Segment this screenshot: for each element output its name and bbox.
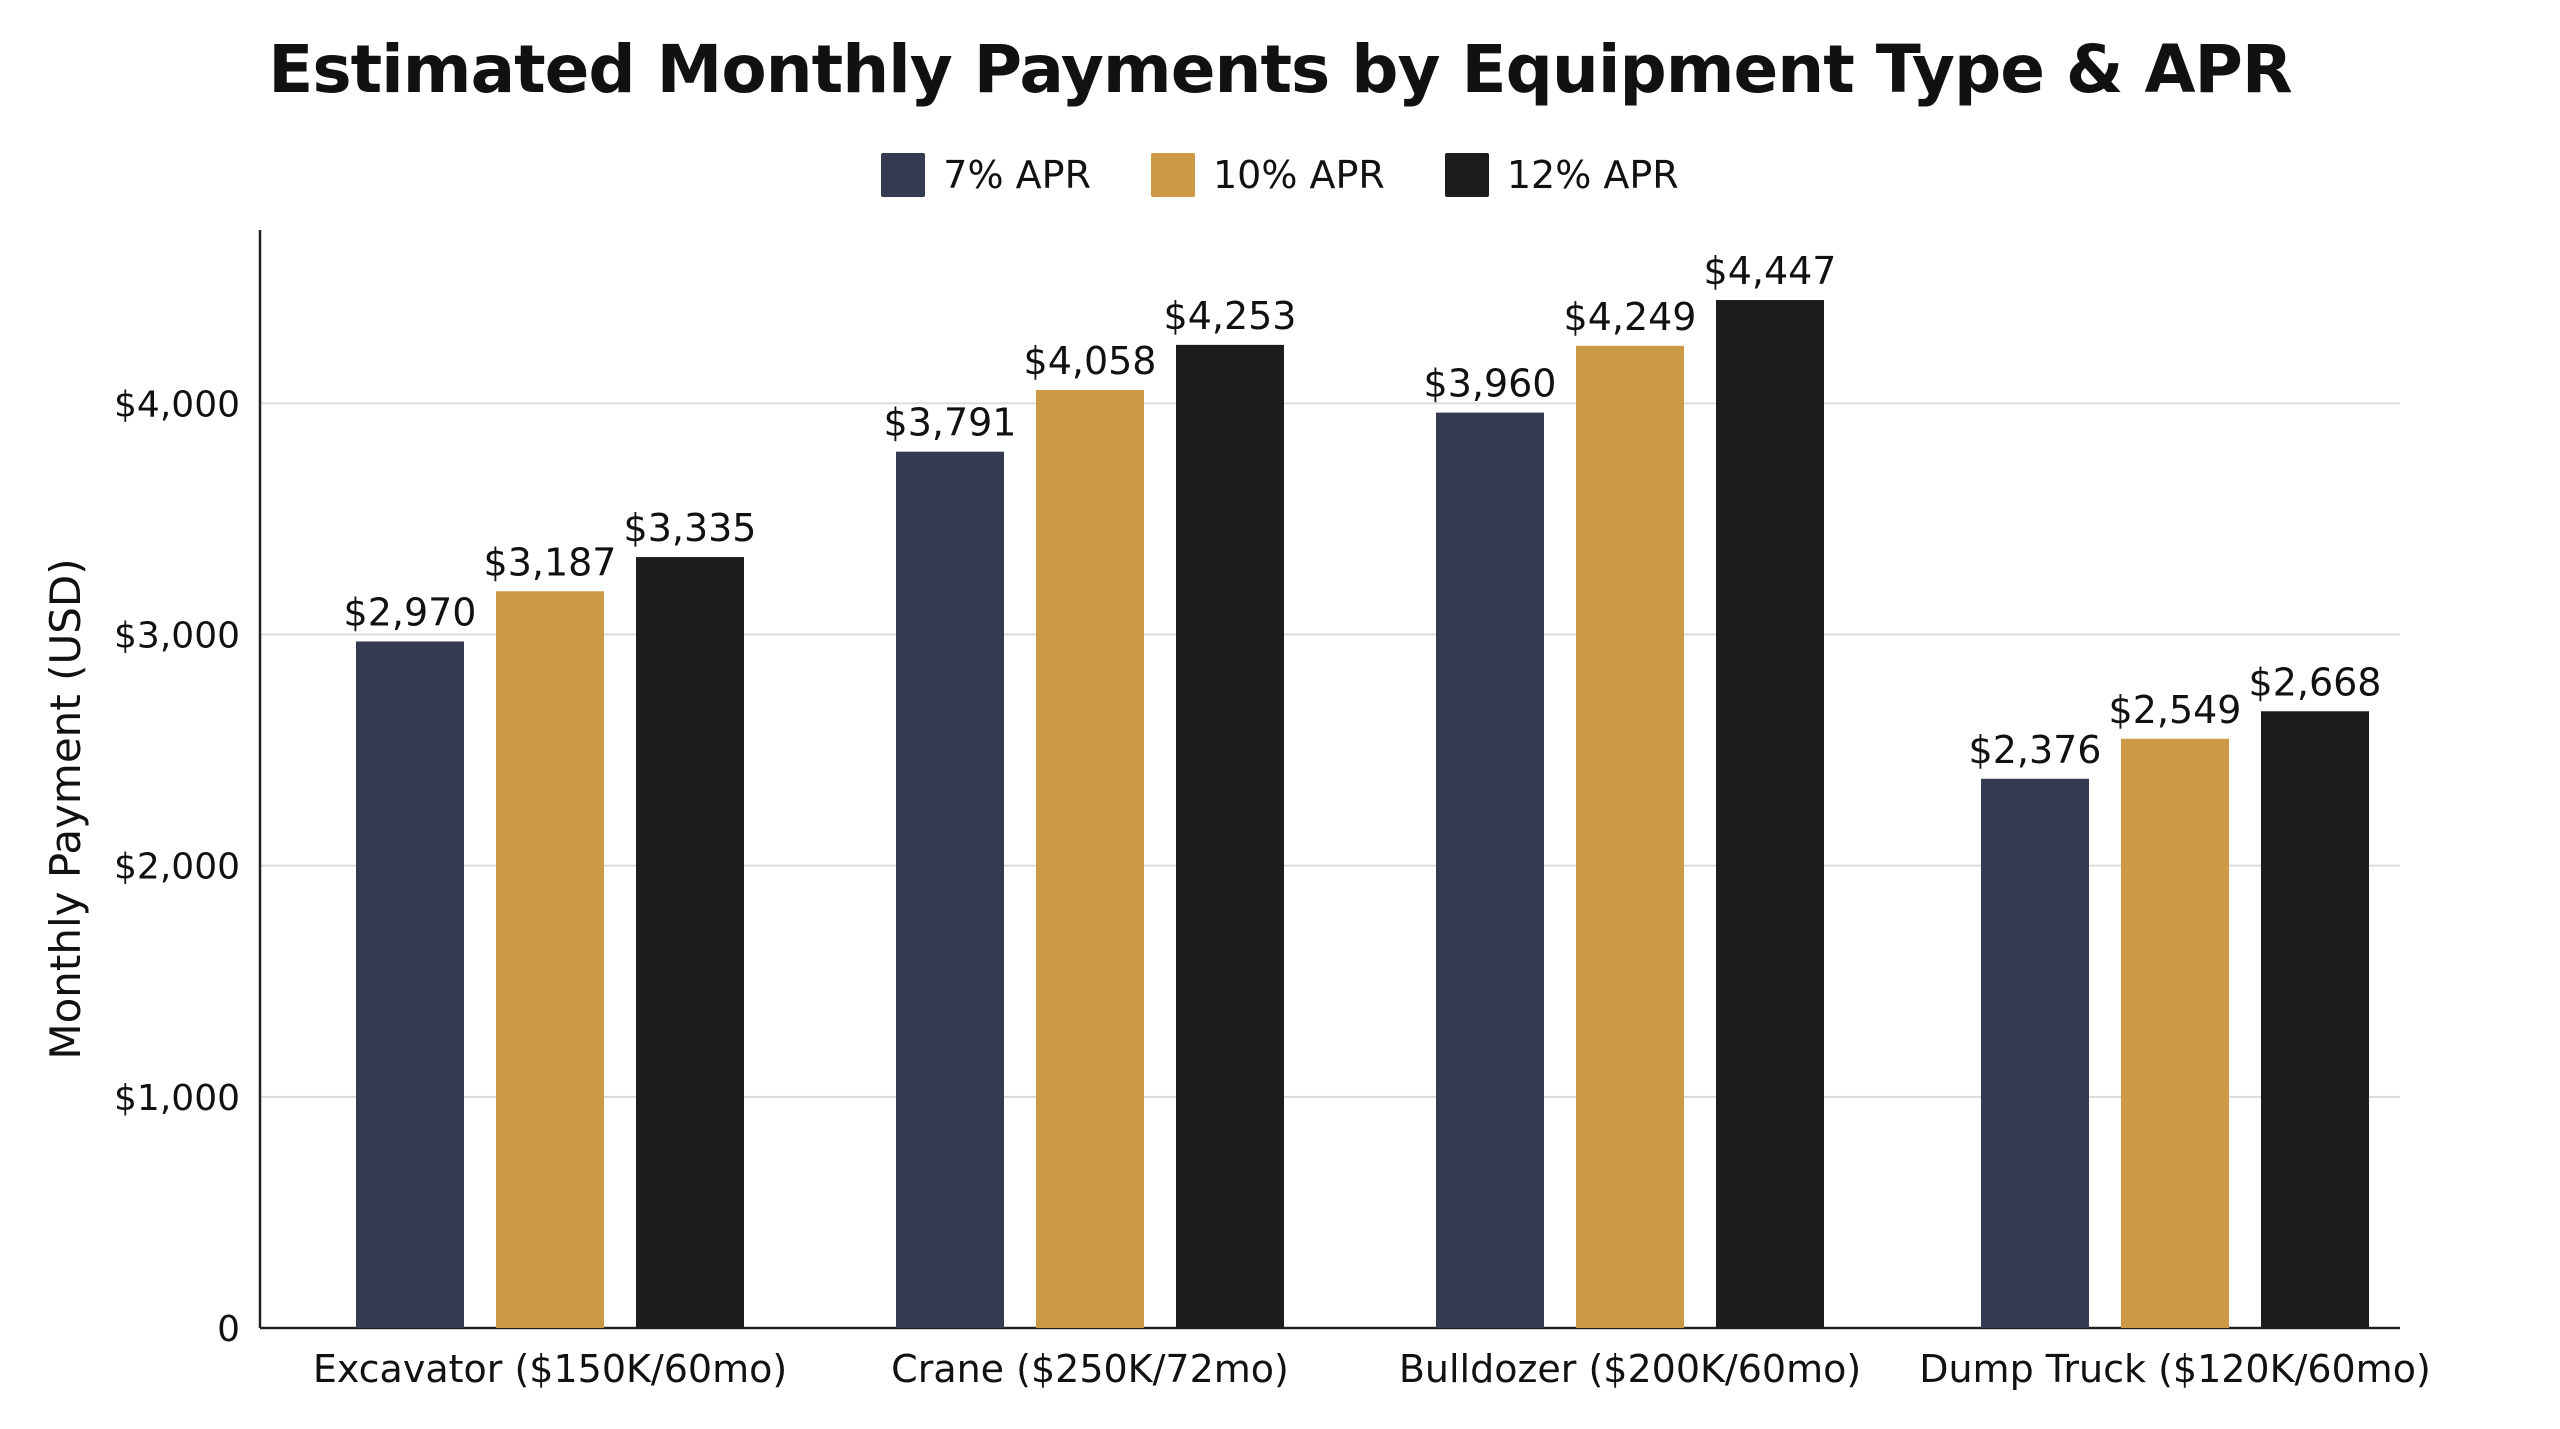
data-label: $2,668 <box>2249 660 2382 704</box>
data-label: $3,187 <box>484 540 617 584</box>
y-tick-label: $4,000 <box>114 384 240 425</box>
bar-4-3 <box>2261 711 2369 1328</box>
bar-1-1 <box>356 641 464 1328</box>
bar-4-2 <box>2121 738 2229 1328</box>
bar-2-1 <box>896 451 1004 1328</box>
x-tick-label: Crane ($250K/72mo) <box>891 1347 1289 1391</box>
data-label: $4,058 <box>1024 339 1157 383</box>
y-axis-label: Monthly Payment (USD) <box>41 558 90 1059</box>
chart-title: Estimated Monthly Payments by Equipment … <box>268 31 2293 108</box>
data-label: $2,376 <box>1969 728 2102 772</box>
y-tick-label: $3,000 <box>114 616 240 657</box>
data-label: $3,960 <box>1424 362 1557 406</box>
bar-2-2 <box>1036 389 1144 1328</box>
x-tick-label: Bulldozer ($200K/60mo) <box>1399 1347 1861 1391</box>
data-label: $4,253 <box>1164 294 1297 338</box>
x-tick-label: Dump Truck ($120K/60mo) <box>1919 1347 2431 1391</box>
data-label: $4,447 <box>1704 249 1837 293</box>
legend-label-3: 12% APR <box>1506 153 1679 197</box>
data-label: $2,970 <box>344 590 477 634</box>
data-label: $2,549 <box>2109 688 2242 732</box>
legend-item-1: 7% APR <box>881 153 1091 197</box>
bar-3-2 <box>1576 345 1684 1328</box>
x-tick-label: Excavator ($150K/60mo) <box>313 1347 787 1391</box>
y-tick-label: $1,000 <box>114 1078 240 1119</box>
legend-item-3: 12% APR <box>1444 153 1679 197</box>
bar-4-1 <box>1981 778 2089 1328</box>
legend-swatch-2 <box>1150 153 1195 197</box>
legend-label-1: 7% APR <box>943 153 1091 197</box>
legend-item-2: 10% APR <box>1150 153 1385 197</box>
data-label: $3,791 <box>884 401 1017 445</box>
data-label: $4,249 <box>1564 295 1697 339</box>
bar-1-2 <box>496 591 604 1328</box>
legend-swatch-3 <box>1444 153 1489 197</box>
legend-label-2: 10% APR <box>1212 153 1385 197</box>
chart-legend: 7% APR 10% APR 12% APR <box>0 150 2560 200</box>
bar-3-1 <box>1436 412 1544 1328</box>
bar-3-3 <box>1716 300 1824 1329</box>
y-tick-label: 0 <box>217 1309 240 1350</box>
y-tick-label: $2,000 <box>114 847 240 888</box>
data-label: $3,335 <box>624 506 757 550</box>
legend-swatch-1 <box>881 153 926 197</box>
bar-1-3 <box>636 557 744 1328</box>
bar-2-3 <box>1176 344 1284 1328</box>
